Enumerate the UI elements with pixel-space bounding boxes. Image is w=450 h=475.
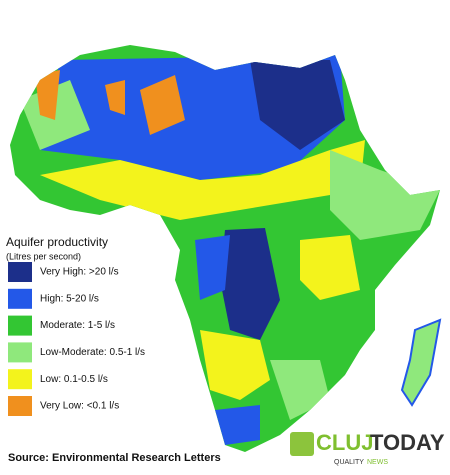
logo-tagline: QUALITY [334,459,364,466]
madagascar [400,318,442,407]
legend-swatch [8,288,32,309]
legend-swatch [8,315,32,336]
logo-icon [290,432,314,456]
legend-swatch [8,262,32,282]
legend-label: High: 5-20 l/s [40,293,99,304]
logo: CLUJ TODAY QUALITY NEWS [290,430,445,466]
legend-label: Very Low: <0.1 l/s [40,401,119,412]
legend-subtitle: (Litres per second) [6,251,81,261]
legend-title: Aquifer productivity [6,235,108,249]
source: Source: Environmental Research Letters [8,452,221,464]
logo-tagline: NEWS [367,459,388,466]
logo-brand: CLUJ [316,430,373,455]
legend-label: Low: 0.1-0.5 l/s [40,374,108,385]
legend-swatch [8,342,32,363]
legend-swatch [8,396,32,416]
legend-label: Moderate: 1-5 l/s [40,320,115,331]
legend: Aquifer productivity (Litres per second)… [6,235,145,416]
legend-label: Very High: >20 l/s [40,267,119,278]
logo-brand: TODAY [370,430,445,455]
legend-label: Low-Moderate: 0.5-1 l/s [40,347,145,358]
legend-swatch [8,369,32,390]
